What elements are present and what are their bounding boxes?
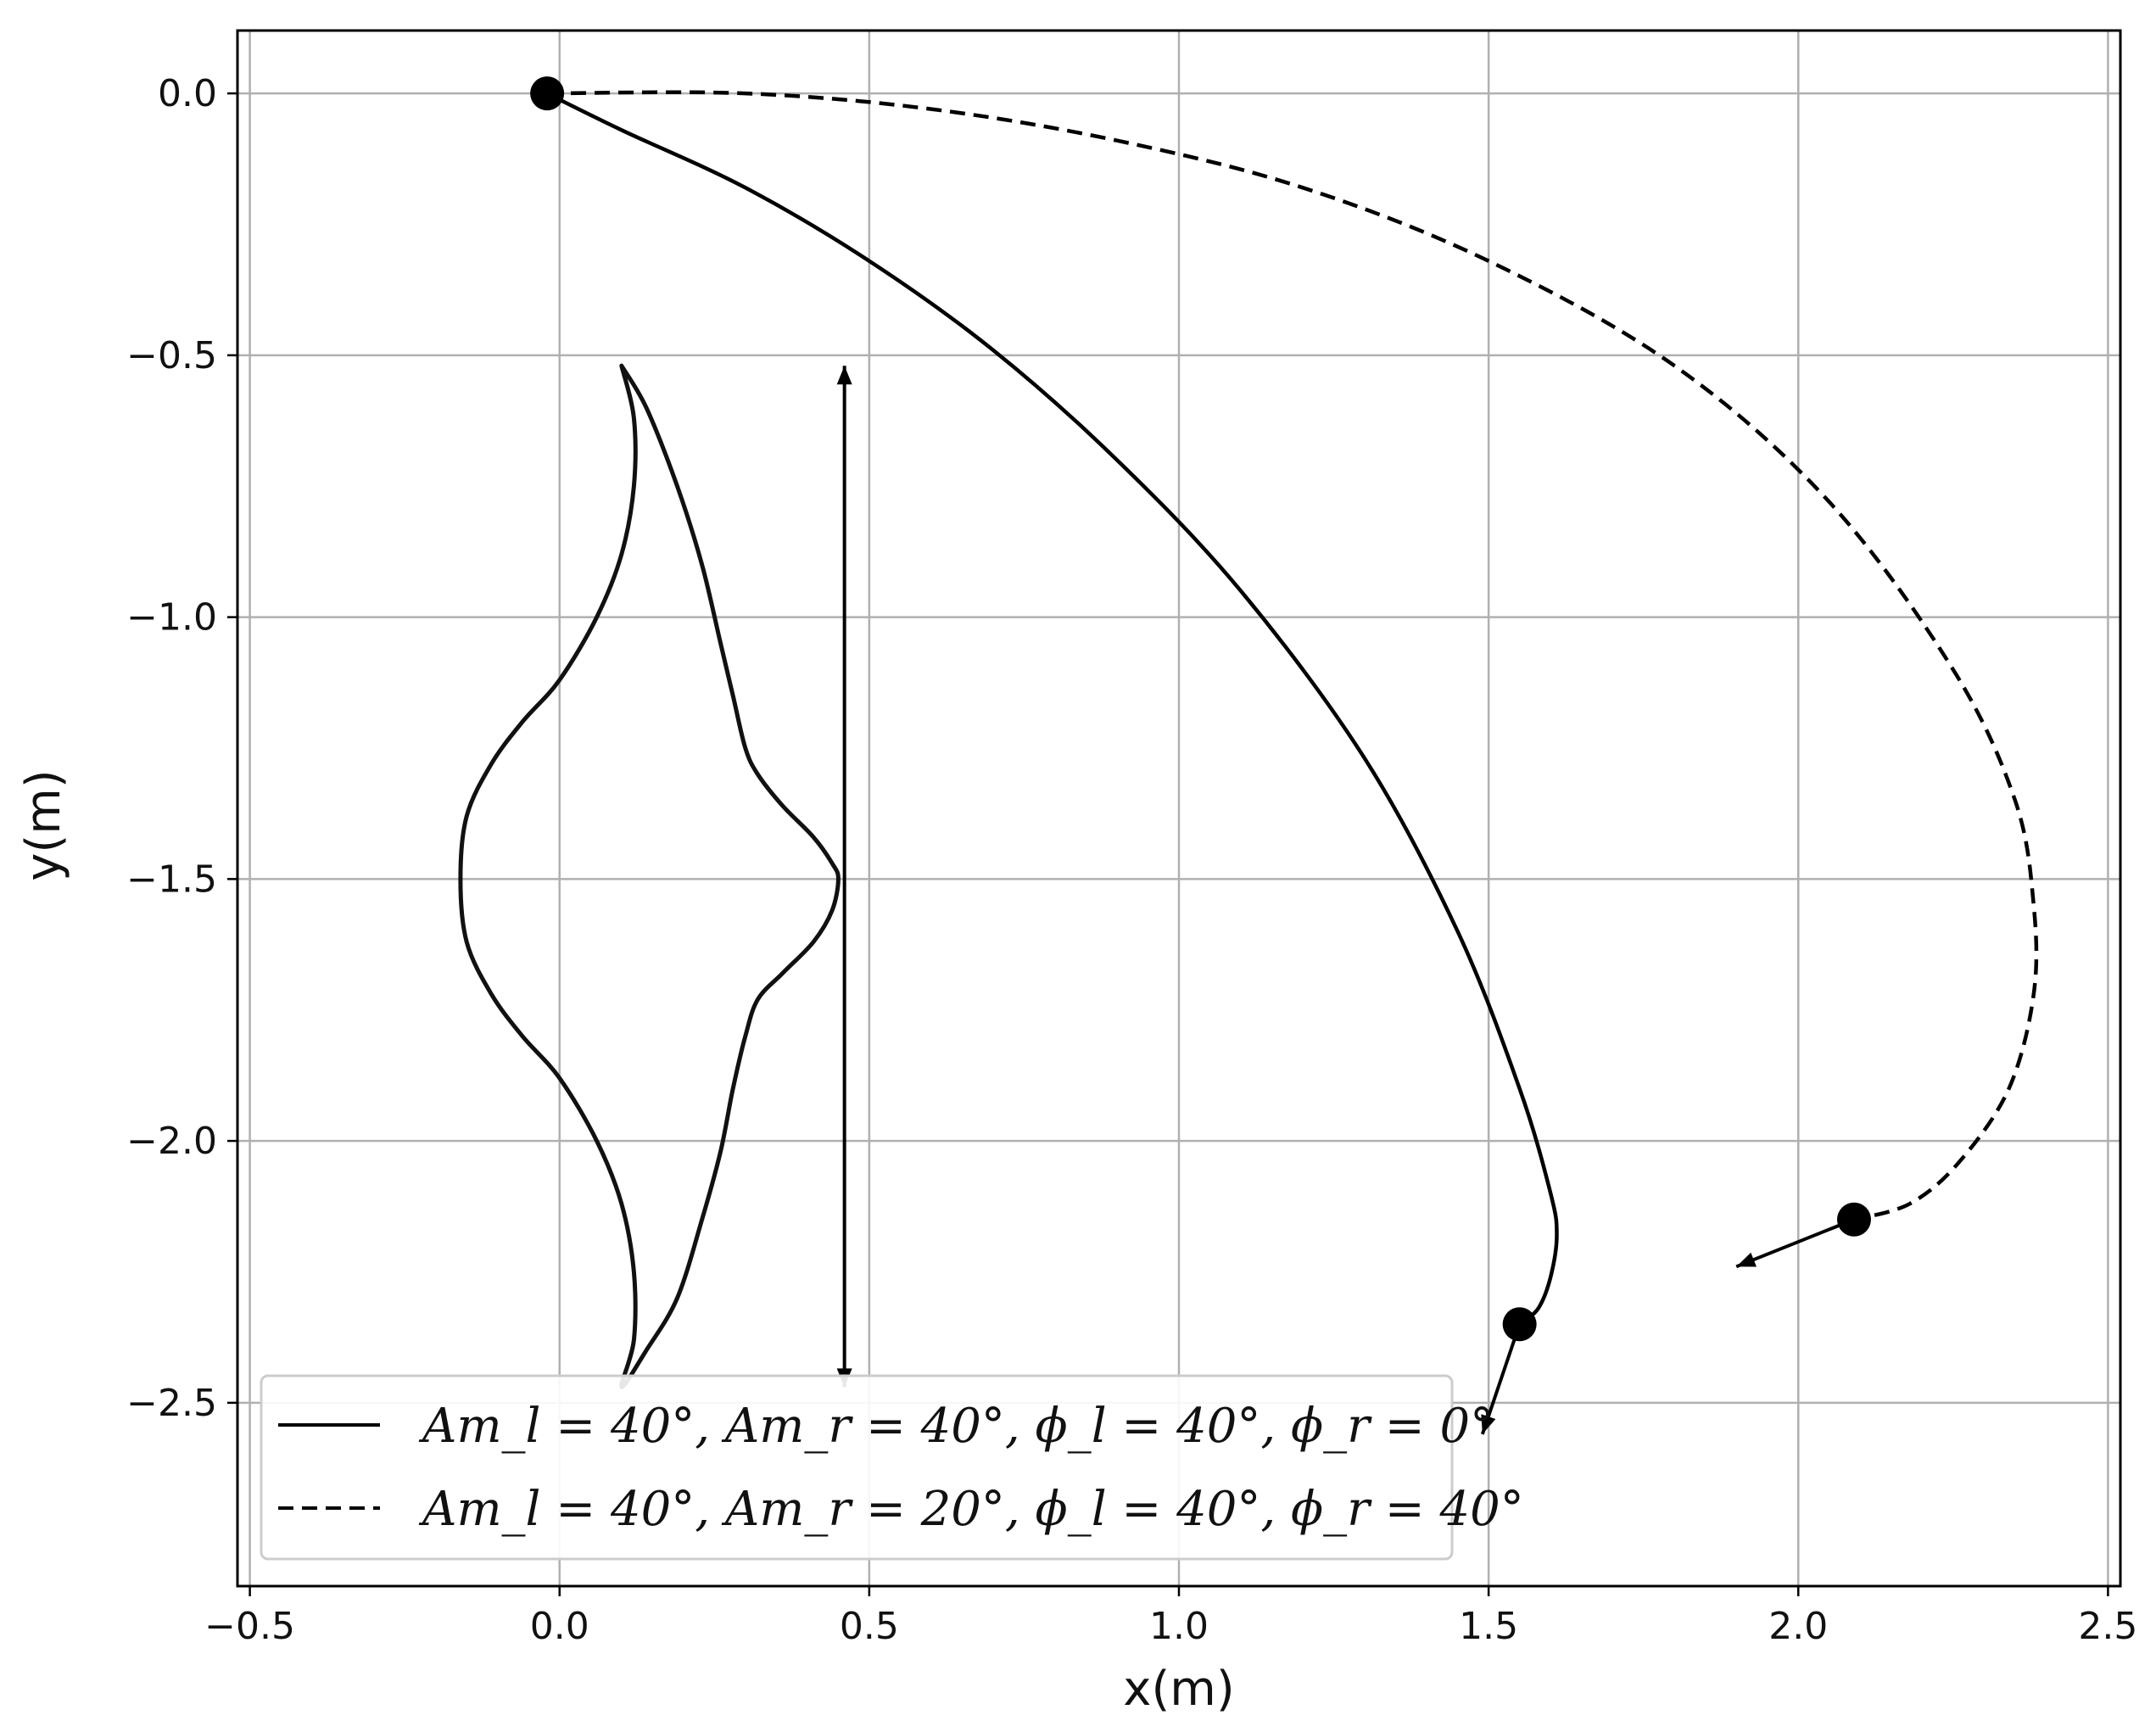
- x-axis-ticks: −0.5 0.0 0.5 1.0 1.5 2.0 2.5: [204, 1586, 2137, 1648]
- x-tick-label: −0.5: [204, 1605, 295, 1648]
- end-point-marker-solid: [1502, 1307, 1537, 1342]
- y-tick-label: −0.5: [126, 334, 217, 377]
- heading-arrow-dashed-head: [1736, 1252, 1757, 1267]
- y-tick-label: −1.5: [126, 858, 217, 901]
- legend-box: [260, 1374, 1454, 1561]
- y-axis-ticks: 0.0 −0.5 −1.0 −1.5 −2.0 −2.5: [126, 72, 237, 1425]
- x-tick-label: 0.5: [840, 1605, 899, 1648]
- heading-arrow-solid: [1480, 1323, 1522, 1435]
- end-point-marker-dashed: [1836, 1202, 1871, 1237]
- legend: Am_l = 40°, Am_r = 40°, ϕ_l = 40°, ϕ_r =…: [260, 1374, 1524, 1561]
- x-tick-label: 2.5: [2078, 1605, 2137, 1648]
- heading-arrow-solid-shaft: [1480, 1323, 1522, 1435]
- y-tick-label: −1.0: [126, 596, 217, 640]
- series-layer: [546, 90, 2039, 1327]
- series-line-solid: [546, 92, 1559, 1327]
- x-tick-label: 1.5: [1459, 1605, 1518, 1648]
- y-axis-label: y(m): [16, 769, 71, 880]
- heading-arrow-dashed-shaft: [1735, 1217, 1855, 1269]
- legend-entry-solid: Am_l = 40°, Am_r = 40°, ϕ_l = 40°, ϕ_r =…: [418, 1399, 1494, 1454]
- y-tick-label: 0.0: [158, 72, 217, 115]
- heading-arrow-solid-head: [1481, 1414, 1496, 1434]
- body-length-arrow-head: [836, 366, 852, 385]
- y-tick-label: −2.0: [126, 1120, 217, 1163]
- x-axis-label: x(m): [1123, 1662, 1234, 1717]
- start-point-marker: [530, 76, 565, 111]
- series-line-dashed: [547, 90, 2039, 1221]
- legend-entry-dashed: Am_l = 40°, Am_r = 20°, ϕ_l = 40°, ϕ_r =…: [418, 1482, 1524, 1537]
- x-tick-label: 2.0: [1768, 1605, 1828, 1648]
- x-tick-label: 0.0: [530, 1605, 589, 1648]
- y-tick-label: −2.5: [126, 1382, 217, 1425]
- heading-arrow-dashed: [1735, 1217, 1855, 1269]
- x-tick-label: 1.0: [1149, 1605, 1209, 1648]
- body-outline: [458, 363, 841, 1389]
- body-outline-layer: [458, 363, 852, 1389]
- marker-layer: [530, 76, 1871, 1435]
